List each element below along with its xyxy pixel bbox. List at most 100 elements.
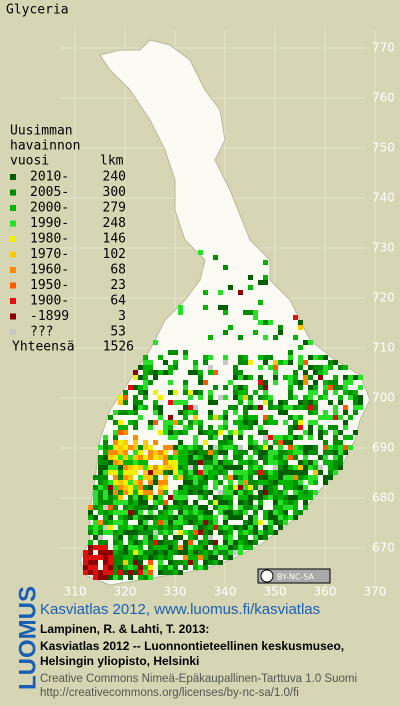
occurrence-square (93, 485, 98, 490)
occurrence-square (313, 445, 318, 450)
occurrence-square (208, 475, 213, 480)
citation: Kasviatlas 2012 -- Luonnontieteellinen k… (40, 639, 344, 653)
occurrence-square (138, 475, 143, 480)
occurrence-square (313, 470, 318, 475)
occurrence-square (113, 445, 118, 450)
occurrence-square (208, 370, 213, 375)
occurrence-square (258, 530, 263, 535)
occurrence-square (103, 460, 108, 465)
license-url[interactable]: http://creativecommons.org/licenses/by-n… (40, 687, 299, 699)
occurrence-square (163, 480, 168, 485)
occurrence-square (263, 440, 268, 445)
occurrence-square (293, 315, 298, 320)
occurrence-square (133, 480, 138, 485)
occurrence-square (308, 445, 313, 450)
occurrence-square (248, 465, 253, 470)
occurrence-square (258, 355, 263, 360)
occurrence-square (148, 475, 153, 480)
occurrence-square (298, 510, 303, 515)
occurrence-square (193, 460, 198, 465)
occurrence-square (103, 565, 108, 570)
occurrence-square (263, 260, 268, 265)
occurrence-square (288, 500, 293, 505)
occurrence-square (283, 495, 288, 500)
occurrence-square (158, 540, 163, 545)
occurrence-square (213, 540, 218, 545)
occurrence-square (303, 405, 308, 410)
occurrence-square (338, 460, 343, 465)
occurrence-square (118, 500, 123, 505)
occurrence-square (283, 455, 288, 460)
y-tick-label: 730 (372, 241, 395, 255)
occurrence-square (213, 460, 218, 465)
legend-heading: havainnon (10, 139, 80, 154)
occurrence-square (208, 560, 213, 565)
occurrence-square (163, 565, 168, 570)
occurrence-square (288, 375, 293, 380)
occurrence-square (203, 480, 208, 485)
occurrence-square (203, 565, 208, 570)
occurrence-square (223, 555, 228, 560)
occurrence-square (173, 350, 178, 355)
occurrence-square (343, 425, 348, 430)
occurrence-square (283, 475, 288, 480)
occurrence-square (98, 530, 103, 535)
occurrence-square (193, 445, 198, 450)
occurrence-square (93, 530, 98, 535)
occurrence-square (198, 520, 203, 525)
atlas-link[interactable]: Kasviatlas 2012, www.luomus.fi/kasviatla… (40, 601, 320, 618)
occurrence-square (343, 450, 348, 455)
occurrence-square (228, 325, 233, 330)
occurrence-square (318, 470, 323, 475)
occurrence-square (128, 475, 133, 480)
occurrence-square (268, 510, 273, 515)
occurrence-square (153, 550, 158, 555)
occurrence-square (278, 435, 283, 440)
occurrence-square (133, 490, 138, 495)
occurrence-square (263, 535, 268, 540)
occurrence-square (273, 510, 278, 515)
occurrence-square (208, 450, 213, 455)
occurrence-square (118, 470, 123, 475)
occurrence-square (198, 510, 203, 515)
occurrence-square (193, 500, 198, 505)
occurrence-square (328, 450, 333, 455)
occurrence-square (168, 465, 173, 470)
occurrence-square (238, 460, 243, 465)
occurrence-square (163, 450, 168, 455)
occurrence-square (328, 470, 333, 475)
occurrence-square (253, 485, 258, 490)
occurrence-square (243, 525, 248, 530)
occurrence-square (258, 320, 263, 325)
occurrence-square (163, 465, 168, 470)
occurrence-square (163, 430, 168, 435)
occurrence-square (118, 490, 123, 495)
occurrence-square (233, 550, 238, 555)
occurrence-square (308, 405, 313, 410)
legend-heading: vuosi (10, 154, 49, 169)
occurrence-square (98, 500, 103, 505)
occurrence-square (138, 540, 143, 545)
occurrence-square (208, 425, 213, 430)
occurrence-square (273, 405, 278, 410)
occurrence-square (118, 430, 123, 435)
occurrence-square (243, 385, 248, 390)
occurrence-square (328, 365, 333, 370)
occurrence-square (213, 455, 218, 460)
occurrence-square (218, 430, 223, 435)
occurrence-square (133, 555, 138, 560)
occurrence-square (178, 525, 183, 530)
legend-label: 2000- (30, 201, 69, 216)
legend-count-heading: lkm (100, 154, 124, 169)
occurrence-square (213, 560, 218, 565)
occurrence-square (253, 535, 258, 540)
occurrence-square (148, 480, 153, 485)
occurrence-square (93, 475, 98, 480)
license-text: Creative Commons Nimeä-Epäkaupallinen-Ta… (40, 673, 357, 685)
occurrence-square (228, 435, 233, 440)
y-tick-label: 740 (372, 191, 395, 205)
occurrence-square (273, 360, 278, 365)
occurrence-square (148, 425, 153, 430)
occurrence-square (178, 505, 183, 510)
occurrence-square (288, 355, 293, 360)
